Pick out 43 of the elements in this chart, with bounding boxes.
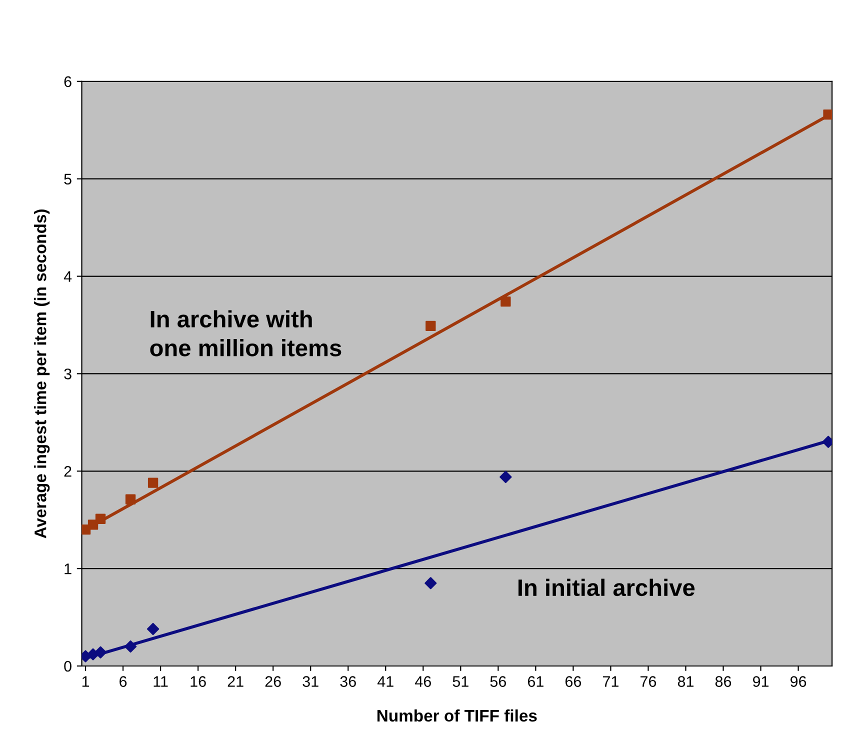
x-tick-label: 71	[603, 676, 618, 687]
point	[94, 646, 107, 658]
point	[500, 296, 511, 307]
x-tick-label: 51	[452, 676, 468, 687]
point	[426, 320, 436, 332]
x-tick-label: 91	[752, 676, 769, 687]
x-tick-label: 46	[415, 676, 431, 687]
y-tick-label: 3	[64, 368, 72, 380]
point	[500, 470, 512, 484]
point	[124, 640, 137, 653]
x-tick-label: 21	[228, 676, 244, 687]
x-tick-label: 16	[190, 676, 206, 687]
x-tick-label: 66	[565, 676, 582, 687]
x-tick-label: 6	[120, 676, 127, 687]
x-tick-label: 96	[790, 676, 806, 687]
x-tick-label: 31	[302, 676, 318, 687]
y-tick-label: 0	[64, 660, 72, 672]
point	[148, 478, 158, 488]
x-tick-label: 11	[154, 676, 168, 687]
x-tick-label: 1	[82, 676, 90, 687]
x-tick-label: 86	[715, 676, 732, 687]
point	[146, 622, 160, 636]
x-axis-title: Number of TIFF files	[377, 709, 537, 722]
y-tick-label: 1	[64, 564, 72, 574]
y-axis-title: Average ingest time per item (in seconds)	[34, 210, 50, 538]
x-tick-label: 81	[678, 676, 694, 687]
y-tick-label: 2	[64, 466, 72, 477]
x-tick-label: 41	[377, 676, 394, 687]
point	[95, 514, 106, 524]
y-tick-label: 5	[64, 174, 72, 185]
y-tick-label: 4	[64, 271, 72, 282]
x-tick-label: 61	[528, 676, 544, 687]
x-tick-label: 76	[640, 676, 656, 687]
y-tick-label: 6	[64, 76, 72, 88]
annotation: In initial archive	[518, 578, 695, 596]
point	[424, 577, 437, 590]
point	[125, 494, 136, 504]
point	[823, 109, 832, 120]
x-tick-label: 26	[265, 676, 281, 687]
x-tick-label: 56	[490, 676, 506, 687]
point	[88, 520, 98, 530]
annotation: In archive with one million items	[150, 310, 342, 356]
x-tick-label: 36	[340, 676, 356, 687]
